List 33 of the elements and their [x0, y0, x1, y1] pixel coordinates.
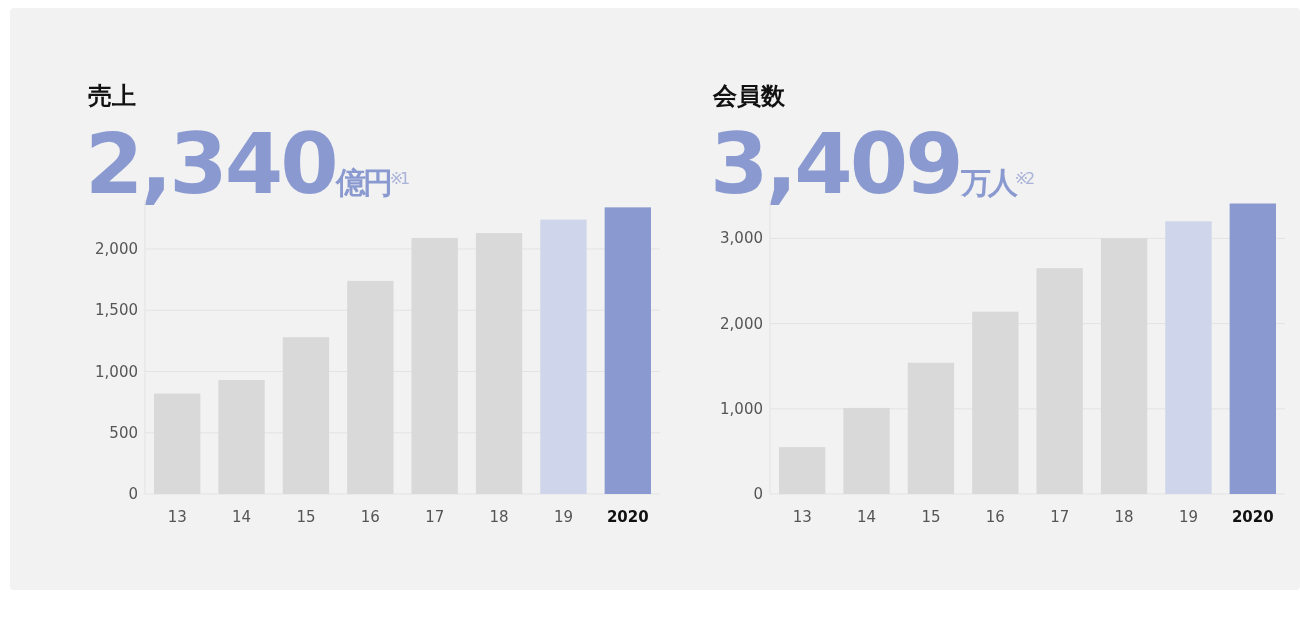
bar — [540, 219, 587, 494]
chart-title: 会員数 — [712, 82, 786, 110]
y-tick-label: 0 — [753, 485, 763, 503]
x-tick-label: 2020 — [1231, 508, 1274, 526]
y-tick-label: 1,000 — [95, 362, 138, 381]
x-tick-label: 15 — [921, 508, 941, 526]
x-tick-label: 2020 — [606, 508, 649, 526]
chart-title: 売上 — [88, 82, 136, 110]
x-tick-label: 19 — [1178, 508, 1198, 526]
x-tick-label: 14 — [857, 508, 877, 526]
x-tick-label: 13 — [792, 508, 812, 526]
y-tick-label: 500 — [109, 423, 138, 442]
x-tick-label: 17 — [425, 508, 445, 526]
y-tick-label: 2,000 — [95, 240, 138, 258]
x-tick-label: 16 — [985, 508, 1005, 526]
chart-subtitle: 2,340億円$^{※1}$ — [85, 115, 410, 213]
bar — [1229, 203, 1276, 494]
x-tick-label: 16 — [360, 508, 380, 526]
x-tick-label: 14 — [232, 508, 252, 526]
y-tick-label: 1,500 — [95, 301, 138, 320]
bar — [1165, 221, 1212, 494]
y-tick-label: 3,000 — [720, 229, 763, 248]
y-tick-label: 2,000 — [720, 314, 763, 333]
x-tick-label: 15 — [296, 508, 316, 526]
y-tick-label: 1,000 — [720, 399, 763, 418]
x-tick-label: 17 — [1050, 508, 1070, 526]
x-tick-label: 13 — [167, 508, 187, 526]
y-tick-label: 0 — [128, 485, 138, 503]
chart-subtitle: 3,409万人$^{※2}$ — [710, 115, 1035, 213]
x-tick-label: 19 — [553, 508, 573, 526]
x-tick-label: 18 — [489, 508, 509, 526]
x-tick-label: 18 — [1114, 508, 1134, 526]
bar — [604, 207, 651, 494]
